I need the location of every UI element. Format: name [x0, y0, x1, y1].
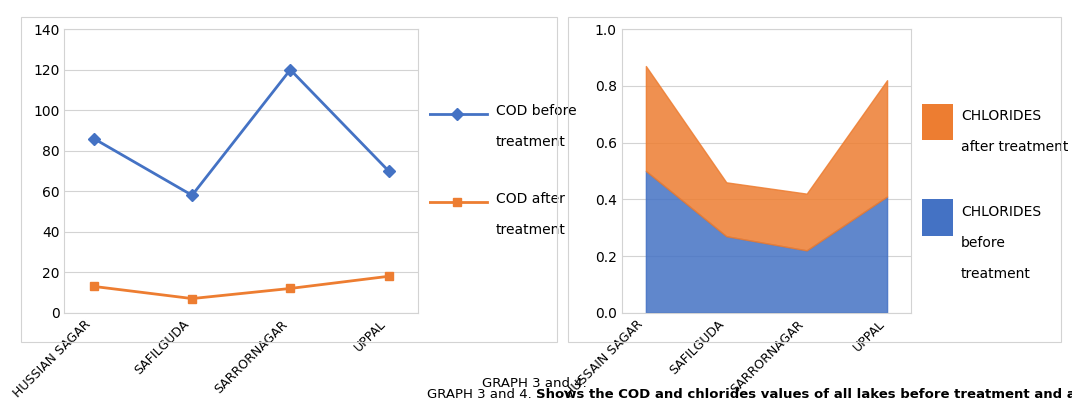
Text: GRAPH 3 and 4. Shows the COD and chlorides values of all lakes before treatment : GRAPH 3 and 4. Shows the COD and chlorid…: [192, 377, 880, 390]
Text: treatment: treatment: [495, 135, 566, 149]
Text: after treatment: after treatment: [961, 140, 1069, 154]
Text: Shows the COD and chlorides values of all lakes before treatment and after treat: Shows the COD and chlorides values of al…: [536, 387, 1072, 401]
FancyBboxPatch shape: [922, 104, 953, 140]
Text: treatment: treatment: [961, 266, 1031, 281]
Text: GRAPH 3 and 4.: GRAPH 3 and 4.: [427, 387, 536, 401]
Text: COD before: COD before: [495, 104, 577, 118]
Text: GRAPH 3 and 4.: GRAPH 3 and 4.: [481, 377, 591, 390]
Text: CHLORIDES: CHLORIDES: [961, 109, 1041, 123]
FancyBboxPatch shape: [922, 199, 953, 236]
Text: CHLORIDES: CHLORIDES: [961, 205, 1041, 219]
Text: treatment: treatment: [495, 223, 566, 237]
Text: COD after: COD after: [495, 192, 565, 206]
Text: before: before: [961, 236, 1006, 250]
